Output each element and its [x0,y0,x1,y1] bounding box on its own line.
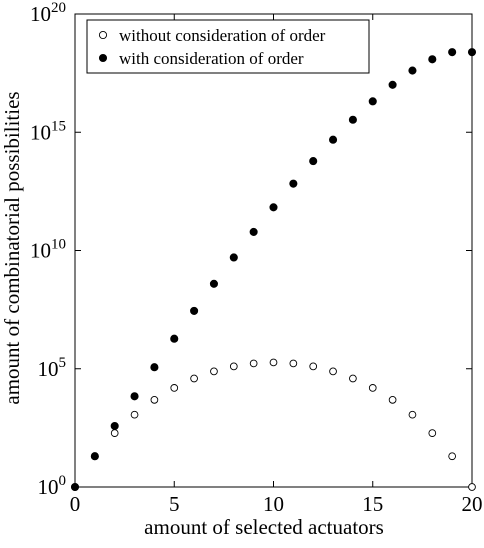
open-data-point [448,452,457,461]
filled-data-point [368,97,377,106]
open-data-point [130,410,139,419]
y-tick-exponent: 5 [59,355,67,371]
legend-label: without consideration of order [119,26,326,45]
filled-data-point [448,48,457,57]
y-tick-label: 1010 [30,237,66,263]
open-data-point [408,410,417,419]
open-data-point [289,359,298,368]
filled-data-point [348,115,357,124]
filled-data-point [130,392,139,401]
x-tick-label: 10 [263,492,284,516]
open-data-point [210,367,218,376]
filled-data-point [110,421,119,431]
legend-label: with consideration of order [119,49,304,68]
open-data-point [110,429,119,437]
filled-data-point [209,279,218,288]
y-tick-base: 10 [30,120,51,144]
filled-data-point [309,157,318,166]
open-data-point [428,429,437,437]
filled-data-point [229,253,238,262]
filled-data-point [150,363,159,372]
y-tick-label: 1020 [30,0,66,26]
open-data-point [150,395,159,404]
y-tick-base: 10 [30,2,51,26]
filled-data-point [428,55,437,64]
y-tick-base: 10 [38,357,59,381]
filled-data-point [170,334,179,343]
filled-data-point [90,452,99,461]
open-data-point [190,374,198,383]
legend-marker-open [98,30,108,40]
x-tick-label: 20 [462,492,483,516]
y-tick-label: 105 [38,355,67,381]
x-tick-label: 15 [362,492,383,516]
filled-data-point [467,48,477,57]
open-data-point [269,358,278,367]
open-data-point [329,367,337,376]
filled-data-point [269,203,278,212]
open-data-point [249,359,258,368]
open-data-point [349,374,357,383]
y-tick-exponent: 10 [51,237,66,253]
series-2 [70,48,477,492]
filled-data-point [289,179,298,188]
y-tick-exponent: 20 [51,0,66,16]
filled-data-point [249,227,258,236]
x-tick-label: 5 [169,492,180,516]
y-axis-title: amount of combinatorial possibilities [0,91,24,404]
x-axis-title: amount of selected actuators [144,515,384,539]
filled-data-point [408,66,417,75]
filled-data-point [190,306,199,315]
filled-data-point [328,135,338,144]
legend-box [86,19,370,74]
open-data-point [229,362,238,371]
open-data-point [309,362,318,371]
open-data-point [368,384,377,392]
legend-marker-filled [98,53,108,63]
y-tick-label: 1015 [30,118,66,144]
y-tick-base: 10 [30,239,51,263]
series-1 [71,358,476,491]
y-tick-label: 100 [38,473,67,499]
filled-data-point [70,482,80,492]
y-tick-exponent: 0 [59,473,67,489]
open-data-point [170,384,179,392]
y-tick-base: 10 [38,475,59,499]
filled-data-point [388,80,397,89]
y-tick-exponent: 15 [51,118,66,134]
open-data-point [468,483,476,491]
x-tick-label: 0 [70,492,81,516]
open-data-point [388,395,397,404]
